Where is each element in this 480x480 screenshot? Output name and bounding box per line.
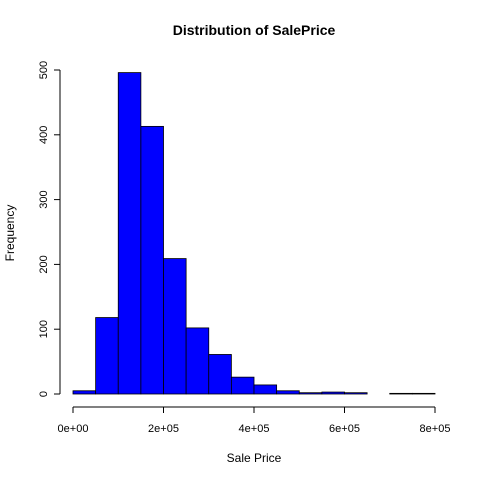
histogram-bar-15 — [411, 392, 436, 395]
chart-title: Distribution of SalePrice — [173, 22, 336, 38]
y-tick-label-1: 100 — [38, 320, 50, 338]
histogram-bar-14 — [389, 392, 413, 395]
x-tick-label-1: 2e+05 — [148, 423, 179, 435]
x-axis: 0e+00 2e+05 4e+05 6e+05 8e+05 — [58, 406, 451, 435]
histogram-bar-0 — [72, 390, 97, 395]
histogram-bar-10 — [298, 392, 323, 395]
histogram-bar-6 — [208, 354, 232, 395]
histogram-bar-4 — [163, 258, 187, 395]
y-tick-label-5: 500 — [38, 61, 50, 79]
y-axis-label: Frequency — [3, 205, 17, 262]
y-tick-label-2: 200 — [38, 255, 50, 273]
x-tick-label-4: 8e+05 — [420, 423, 451, 435]
histogram-bar-9 — [276, 390, 300, 395]
x-tick-label-2: 4e+05 — [239, 423, 270, 435]
histogram-bar-2 — [117, 72, 142, 395]
histogram-bar-11 — [321, 391, 345, 395]
histogram-bar-1 — [95, 317, 119, 395]
histogram-bar-3 — [140, 125, 164, 395]
histogram-bar-12 — [344, 392, 368, 395]
x-axis-label: Sale Price — [227, 451, 282, 465]
y-tick-label-4: 400 — [38, 126, 50, 144]
y-axis: 0 100 200 300 400 500 — [38, 61, 61, 397]
bars-group — [72, 72, 436, 395]
x-tick-label-3: 6e+05 — [329, 423, 360, 435]
histogram-bar-8 — [253, 384, 278, 395]
y-tick-label-0: 0 — [38, 391, 50, 397]
x-tick-label-0: 0e+00 — [58, 423, 89, 435]
y-tick-label-3: 300 — [38, 190, 50, 208]
histogram-bar-7 — [230, 376, 255, 395]
histogram-bar-5 — [185, 327, 210, 395]
